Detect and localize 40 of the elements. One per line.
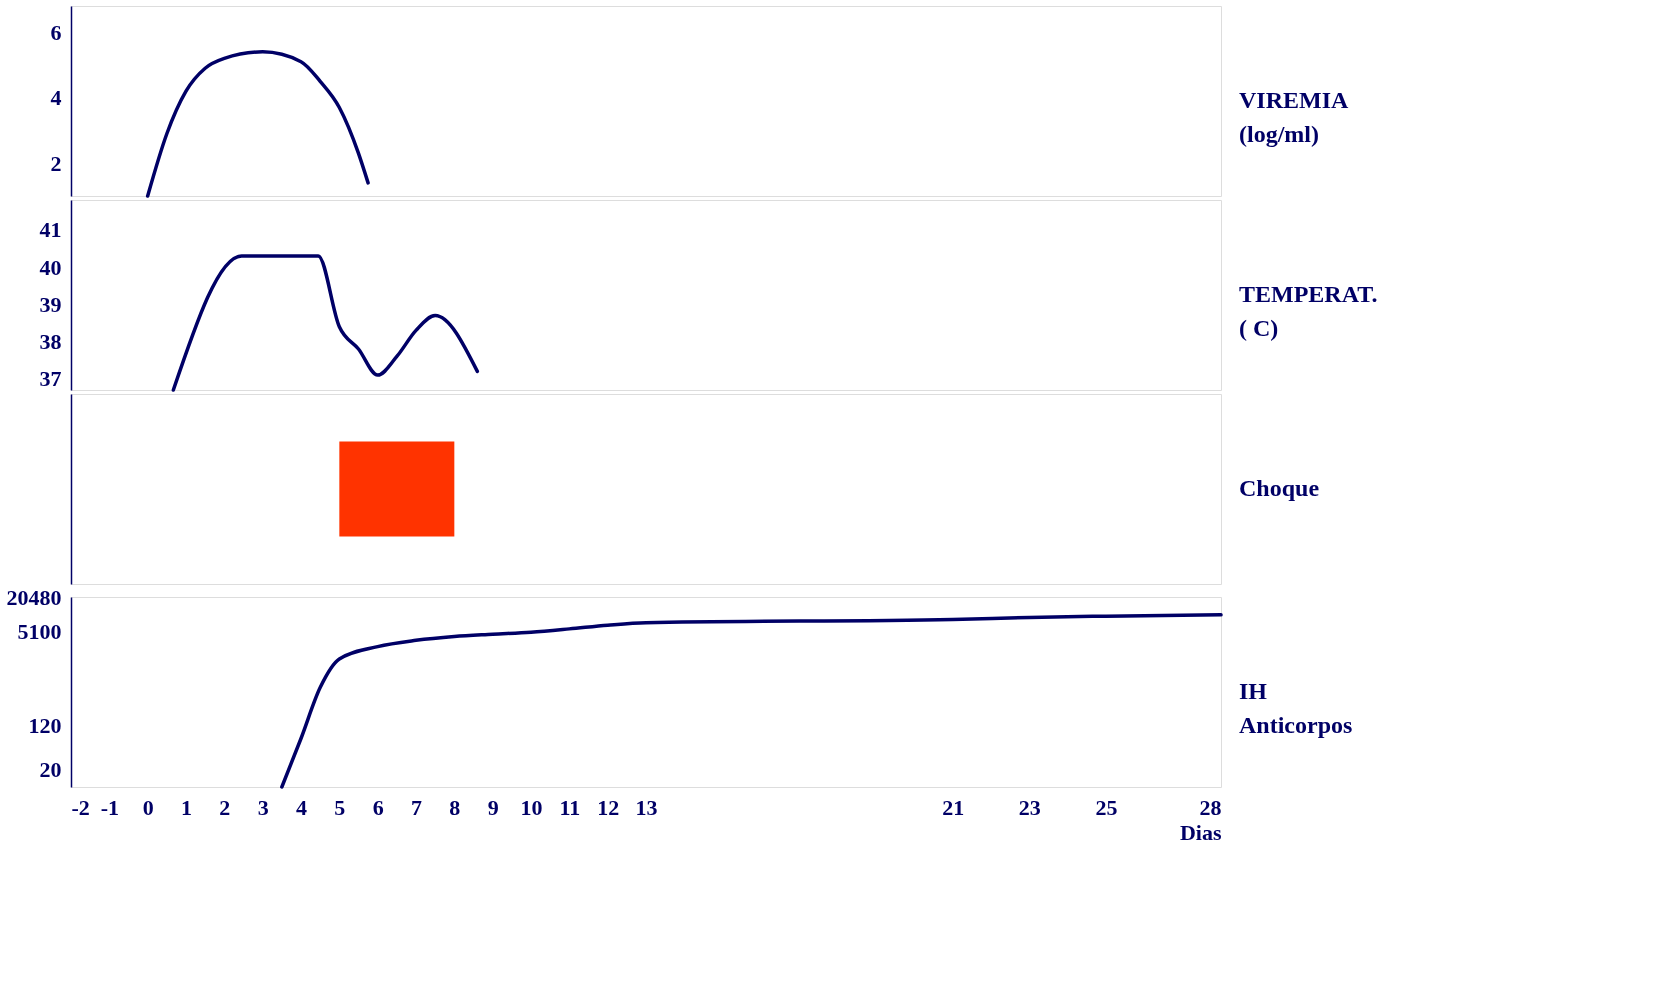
- y-tick-label: 5100: [17, 619, 62, 645]
- x-tick-label: 25: [1095, 794, 1118, 820]
- x-tick-label: 23: [1018, 794, 1041, 820]
- y-tick-label: 4: [50, 85, 62, 111]
- x-tick-label: 21: [942, 794, 965, 820]
- x-tick-label: 4: [296, 794, 307, 820]
- y-tick-label: 20480: [6, 584, 62, 610]
- y-axis-title: IH Anticorpos: [1239, 678, 1353, 738]
- x-tick-label: 11: [559, 794, 581, 820]
- x-tick-label: 10: [520, 794, 543, 820]
- y-tick-label: 41: [39, 217, 62, 243]
- x-tick-label: 9: [487, 794, 499, 820]
- x-tick-label: -1: [100, 794, 119, 820]
- x-axis-title: Dias: [1179, 819, 1222, 845]
- line-series: [145, 50, 370, 198]
- y-axis-title: VIREMIA (log/ml): [1239, 87, 1349, 147]
- x-tick-label: 12: [597, 794, 620, 820]
- y-tick-label: 38: [39, 329, 62, 355]
- line-series: [280, 613, 1223, 789]
- y-axis-title: TEMPERAT. ( C): [1239, 281, 1378, 341]
- y-tick-label: 40: [39, 254, 62, 280]
- y-tick-label: 39: [39, 291, 62, 317]
- x-tick-label: 8: [449, 794, 461, 820]
- x-tick-label: 3: [257, 794, 269, 820]
- x-tick-label: 7: [411, 794, 422, 820]
- x-tick-label: 13: [635, 794, 658, 820]
- y-tick-label: 6: [50, 19, 62, 45]
- x-tick-label: 0: [142, 794, 154, 820]
- y-tick-label: 2: [50, 150, 62, 176]
- y-tick-label: 120: [28, 712, 62, 738]
- line-series: [171, 254, 480, 392]
- x-tick-label: 6: [372, 794, 384, 820]
- x-tick-label: 28: [1199, 794, 1222, 820]
- y-tick-label: 20: [39, 757, 62, 783]
- x-tick-label: 1: [181, 794, 192, 820]
- x-tick-label: -2: [71, 794, 90, 820]
- y-tick-label: 37: [39, 366, 62, 392]
- y-axis-title: Choque: [1239, 475, 1320, 501]
- x-tick-label: 5: [334, 794, 346, 820]
- x-tick-label: 2: [219, 794, 231, 820]
